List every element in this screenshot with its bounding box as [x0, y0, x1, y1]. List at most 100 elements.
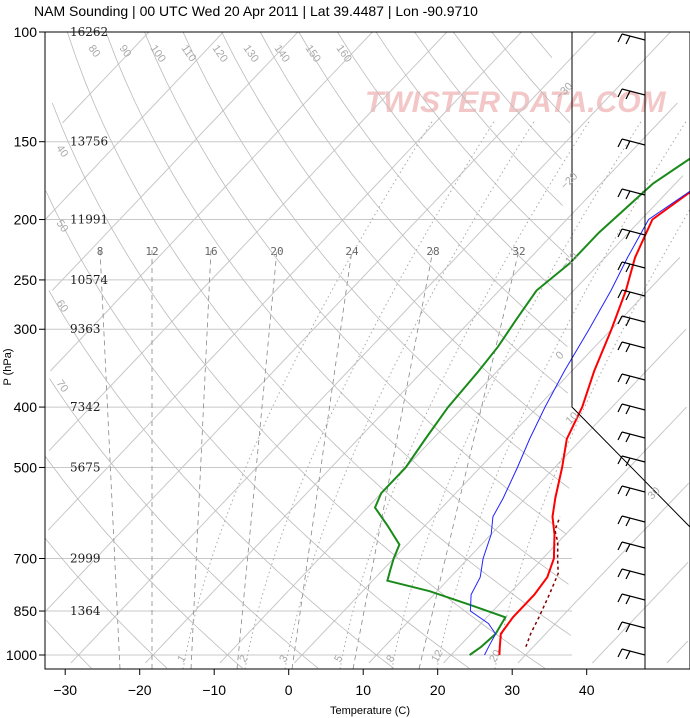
wind-barb	[617, 621, 646, 633]
barb-flag	[617, 373, 623, 383]
plot-frame	[44, 31, 690, 670]
mixing-ratio-label: 32	[512, 245, 525, 258]
barb-flag	[625, 90, 631, 100]
wind-barb	[617, 515, 646, 527]
isotherm-line	[62, 31, 150, 124]
x-tick-label: 40	[579, 682, 595, 698]
dry-adiabat	[44, 456, 243, 669]
moist-adiabat	[494, 208, 690, 670]
barb-flag	[625, 570, 631, 580]
hodograph-label: 10	[564, 410, 581, 427]
height-label: 7342	[70, 400, 101, 414]
barb-flag	[625, 623, 631, 633]
barb-shaft	[621, 593, 646, 601]
x-tick-label: −30	[53, 682, 77, 698]
barb-flag	[617, 188, 623, 198]
parcel-trace	[525, 516, 561, 648]
wind-barb	[617, 33, 646, 45]
isotherm-line	[49, 31, 373, 372]
dry-adiabat-label: 90	[117, 43, 134, 60]
wind-barb	[617, 431, 646, 443]
dry-adiabat	[105, 31, 569, 585]
wind-barb	[617, 593, 646, 605]
barb-shaft	[621, 315, 646, 323]
dry-adiabat	[221, 31, 567, 440]
dry-adiabat	[66, 31, 572, 636]
barb-flag	[625, 457, 631, 467]
temperature-axis: −30 −20 −10 0 10 20 30 40	[53, 669, 595, 698]
barb-flag	[617, 138, 623, 148]
mixing-ratio-label: 8	[97, 245, 104, 258]
y-tick-label: 700	[14, 550, 38, 566]
mixing-ratio-line	[236, 249, 278, 670]
barb-shaft	[621, 621, 646, 629]
barb-flag	[617, 33, 623, 43]
dry-adiabat-label: 50	[54, 218, 71, 235]
barb-shaft	[621, 88, 646, 96]
moist-adiabat-label: 8	[384, 653, 397, 664]
barb-flag	[625, 543, 631, 553]
height-label: 13756	[70, 135, 108, 149]
barb-flag	[625, 317, 631, 327]
moist-adiabat	[436, 119, 688, 670]
barb-flag	[617, 621, 623, 631]
hodograph-label: −20	[559, 170, 581, 192]
dry-adiabat	[49, 378, 319, 669]
mixing-ratio-line	[190, 249, 212, 670]
isotherm-line	[592, 561, 689, 664]
x-axis-label: Temperature (C)	[330, 705, 410, 717]
y-tick-label: 500	[14, 459, 38, 475]
mixing-ratio-label: 16	[204, 245, 217, 258]
y-tick-label: 150	[14, 134, 38, 150]
wind-barb	[617, 403, 646, 415]
isotherm-line	[44, 31, 224, 220]
barb-shaft	[621, 33, 646, 41]
x-tick-label: −10	[202, 682, 226, 698]
wind-barb	[617, 138, 646, 150]
wind-barb	[617, 341, 646, 353]
moist-adiabat	[244, 119, 496, 670]
wind-barb	[617, 228, 646, 240]
hodograph-boundary	[571, 32, 690, 528]
barb-flag	[617, 431, 623, 441]
barb-flag	[625, 595, 631, 605]
isotherm-line	[51, 31, 299, 291]
mixing-ratio-label: 28	[426, 245, 439, 258]
dry-adiabat	[337, 31, 568, 301]
barb-shaft	[621, 515, 646, 523]
y-axis-label: P (hPa)	[2, 348, 14, 385]
barb-flag	[625, 375, 631, 385]
barb-flag	[625, 230, 631, 240]
dry-adiabat-label: 150	[303, 43, 323, 65]
barb-flag	[625, 650, 631, 660]
y-tick-label: 850	[14, 603, 38, 619]
x-tick-label: −20	[128, 682, 152, 698]
barb-shaft	[621, 455, 646, 463]
dry-adiabat	[298, 31, 568, 348]
wind-barb	[617, 541, 646, 553]
dry-adiabat	[529, 31, 553, 59]
moist-adiabat	[182, 119, 434, 670]
dry-adiabat	[182, 31, 570, 489]
moist-adiabat-label: 3	[277, 653, 290, 664]
dry-adiabat	[375, 31, 570, 258]
isotherm-line	[145, 102, 678, 664]
barb-flag	[617, 341, 623, 351]
mixing-ratio-lines: 8 12 16 20 24 28 32	[97, 245, 526, 670]
y-tick-label: 250	[14, 272, 38, 288]
isotherm-line	[48, 31, 448, 452]
wind-barb	[617, 315, 646, 327]
barb-flag	[617, 289, 623, 299]
barb-shaft	[621, 431, 646, 439]
dry-adiabat-label: 140	[272, 43, 292, 65]
mixing-ratio-label: 12	[145, 245, 158, 258]
chart-title: NAM Sounding | 00 UTC Wed 20 Apr 2011 | …	[34, 3, 478, 19]
barb-shaft	[621, 373, 646, 381]
dry-adiabat-label: 60	[54, 298, 71, 315]
dry-adiabat-label: 160	[334, 43, 354, 65]
moist-adiabat	[391, 119, 643, 670]
barb-flag	[625, 487, 631, 497]
y-tick-label: 200	[14, 212, 38, 228]
